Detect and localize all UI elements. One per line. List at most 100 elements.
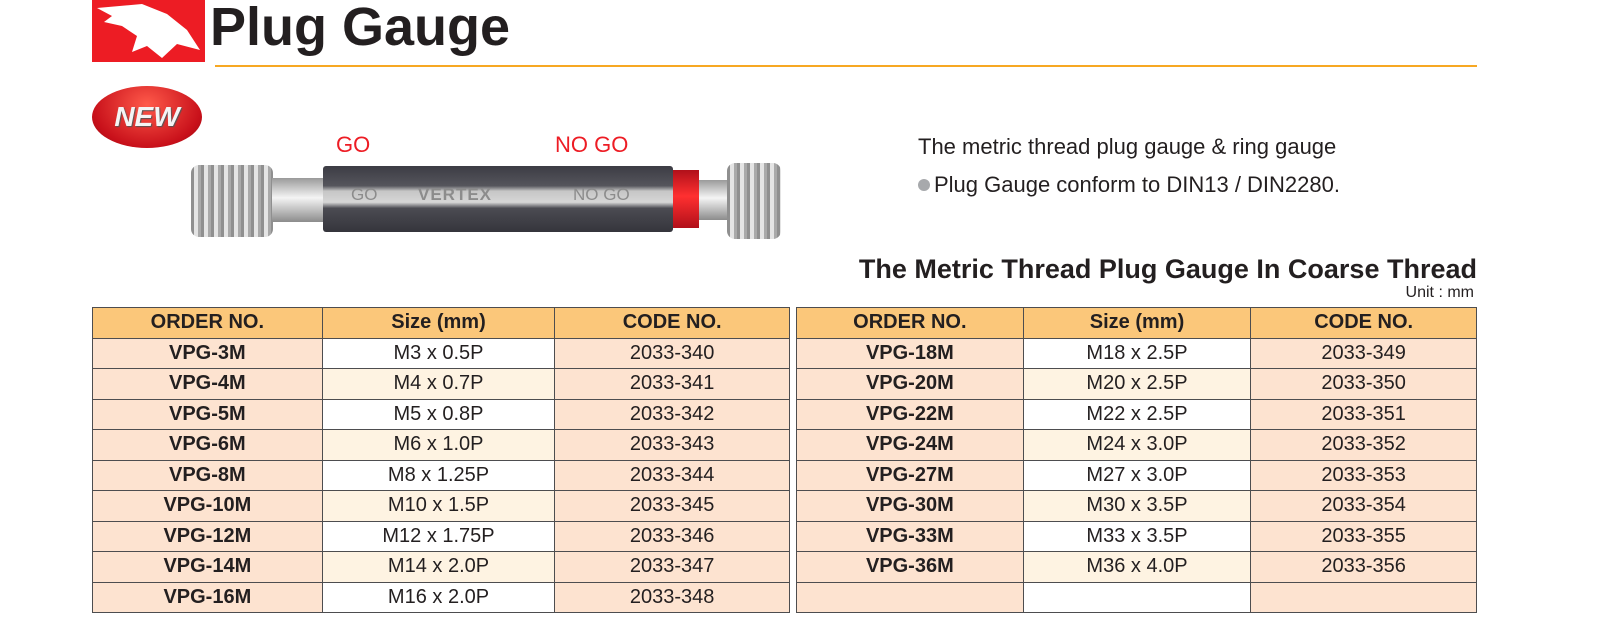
order-no-cell: VPG-12M: [92, 520, 323, 552]
spec-table-right: ORDER NO. Size (mm) CODE NO. VPG-18M M18 …: [796, 307, 1477, 613]
order-no-cell: VPG-22M: [796, 398, 1024, 430]
size-cell: M8 x 1.25P: [321, 459, 556, 491]
size-cell: M16 x 2.0P: [321, 581, 556, 613]
table-row: VPG-3M M3 x 0.5P 2033-340: [92, 337, 790, 369]
nogo-neck: [699, 180, 729, 220]
order-no-cell: VPG-27M: [796, 459, 1024, 491]
code-no-cell: 2033-356: [1250, 551, 1477, 583]
order-no-cell: VPG-20M: [796, 368, 1024, 400]
code-no-cell: [1250, 581, 1477, 613]
new-badge: NEW: [92, 86, 202, 148]
code-no-cell: 2033-347: [554, 551, 790, 583]
col-order-no: ORDER NO.: [92, 307, 323, 339]
table-row: VPG-6M M6 x 1.0P 2033-343: [92, 429, 790, 461]
section-title: The Metric Thread Plug Gauge In Coarse T…: [858, 254, 1477, 284]
table-row: [796, 581, 1477, 613]
code-no-cell: 2033-354: [1250, 490, 1477, 522]
table-row: VPG-22M M22 x 2.5P 2033-351: [796, 398, 1477, 430]
table-row: VPG-18M M18 x 2.5P 2033-349: [796, 337, 1477, 369]
go-label: GO: [336, 132, 371, 157]
table-row: VPG-36M M36 x 4.0P 2033-356: [796, 551, 1477, 583]
size-cell: M4 x 0.7P: [321, 368, 556, 400]
nogo-label: NO GO: [555, 132, 629, 157]
code-no-cell: 2033-351: [1250, 398, 1477, 430]
order-no-cell: VPG-33M: [796, 520, 1024, 552]
code-no-cell: 2033-352: [1250, 429, 1477, 461]
description-bullet: Plug Gauge conform to DIN13 / DIN2280.: [918, 172, 1340, 198]
unit-label: Unit : mm: [1405, 284, 1474, 301]
order-no-cell: [796, 581, 1024, 613]
code-no-cell: 2033-355: [1250, 520, 1477, 552]
table-row: VPG-24M M24 x 3.0P 2033-352: [796, 429, 1477, 461]
table-row: VPG-27M M27 x 3.0P 2033-353: [796, 459, 1477, 491]
size-cell: M33 x 3.5P: [1022, 520, 1252, 552]
code-no-cell: 2033-342: [554, 398, 790, 430]
size-cell: M5 x 0.8P: [321, 398, 556, 430]
go-neck: [272, 178, 324, 222]
code-no-cell: 2033-348: [554, 581, 790, 613]
col-code-no: CODE NO.: [554, 307, 790, 339]
col-size: Size (mm): [321, 307, 556, 339]
size-cell: M14 x 2.0P: [321, 551, 556, 583]
order-no-cell: VPG-16M: [92, 581, 323, 613]
order-no-cell: VPG-5M: [92, 398, 323, 430]
size-cell: M30 x 3.5P: [1022, 490, 1252, 522]
table-header: ORDER NO. Size (mm) CODE NO.: [796, 307, 1477, 339]
code-no-cell: 2033-344: [554, 459, 790, 491]
table-row: VPG-5M M5 x 0.8P 2033-342: [92, 398, 790, 430]
code-no-cell: 2033-350: [1250, 368, 1477, 400]
engraving-go: GO: [351, 185, 378, 204]
size-cell: M6 x 1.0P: [321, 429, 556, 461]
go-thread: [191, 165, 273, 237]
code-no-cell: 2033-340: [554, 337, 790, 369]
page-title: Plug Gauge: [210, 0, 511, 57]
eagle-logo: [92, 0, 205, 62]
table-row: VPG-8M M8 x 1.25P 2033-344: [92, 459, 790, 491]
order-no-cell: VPG-18M: [796, 337, 1024, 369]
engraving-brand: VERTEX: [418, 185, 493, 204]
size-cell: M20 x 2.5P: [1022, 368, 1252, 400]
code-no-cell: 2033-345: [554, 490, 790, 522]
order-no-cell: VPG-14M: [92, 551, 323, 583]
table-row: VPG-10M M10 x 1.5P 2033-345: [92, 490, 790, 522]
order-no-cell: VPG-8M: [92, 459, 323, 491]
col-code-no: CODE NO.: [1250, 307, 1477, 339]
description-line: The metric thread plug gauge & ring gaug…: [918, 134, 1337, 159]
code-no-cell: 2033-346: [554, 520, 790, 552]
gauge-handle: GO VERTEX NO GO: [323, 166, 673, 232]
size-cell: M10 x 1.5P: [321, 490, 556, 522]
title-divider: [215, 65, 1477, 67]
bullet-icon: [918, 179, 930, 191]
col-order-no: ORDER NO.: [796, 307, 1024, 339]
table-row: VPG-12M M12 x 1.75P 2033-346: [92, 520, 790, 552]
table-row: VPG-14M M14 x 2.0P 2033-347: [92, 551, 790, 583]
order-no-cell: VPG-30M: [796, 490, 1024, 522]
order-no-cell: VPG-36M: [796, 551, 1024, 583]
size-cell: M27 x 3.0P: [1022, 459, 1252, 491]
table-header: ORDER NO. Size (mm) CODE NO.: [92, 307, 790, 339]
table-row: VPG-4M M4 x 0.7P 2033-341: [92, 368, 790, 400]
engraving-nogo: NO GO: [573, 185, 630, 204]
table-row: VPG-33M M33 x 3.5P 2033-355: [796, 520, 1477, 552]
size-cell: M12 x 1.75P: [321, 520, 556, 552]
col-size: Size (mm): [1022, 307, 1252, 339]
code-no-cell: 2033-349: [1250, 337, 1477, 369]
table-row: VPG-16M M16 x 2.0P 2033-348: [92, 581, 790, 613]
size-cell: [1022, 581, 1252, 613]
order-no-cell: VPG-6M: [92, 429, 323, 461]
code-no-cell: 2033-343: [554, 429, 790, 461]
order-no-cell: VPG-4M: [92, 368, 323, 400]
order-no-cell: VPG-24M: [796, 429, 1024, 461]
code-no-cell: 2033-353: [1250, 459, 1477, 491]
spec-table-left: ORDER NO. Size (mm) CODE NO. VPG-3M M3 x …: [92, 307, 790, 613]
nogo-red-band: [673, 170, 699, 228]
table-row: VPG-30M M30 x 3.5P 2033-354: [796, 490, 1477, 522]
order-no-cell: VPG-10M: [92, 490, 323, 522]
size-cell: M3 x 0.5P: [321, 337, 556, 369]
nogo-thread: [727, 163, 781, 239]
code-no-cell: 2033-341: [554, 368, 790, 400]
description-bullet-text: Plug Gauge conform to DIN13 / DIN2280.: [934, 172, 1340, 197]
order-no-cell: VPG-3M: [92, 337, 323, 369]
size-cell: M36 x 4.0P: [1022, 551, 1252, 583]
size-cell: M22 x 2.5P: [1022, 398, 1252, 430]
